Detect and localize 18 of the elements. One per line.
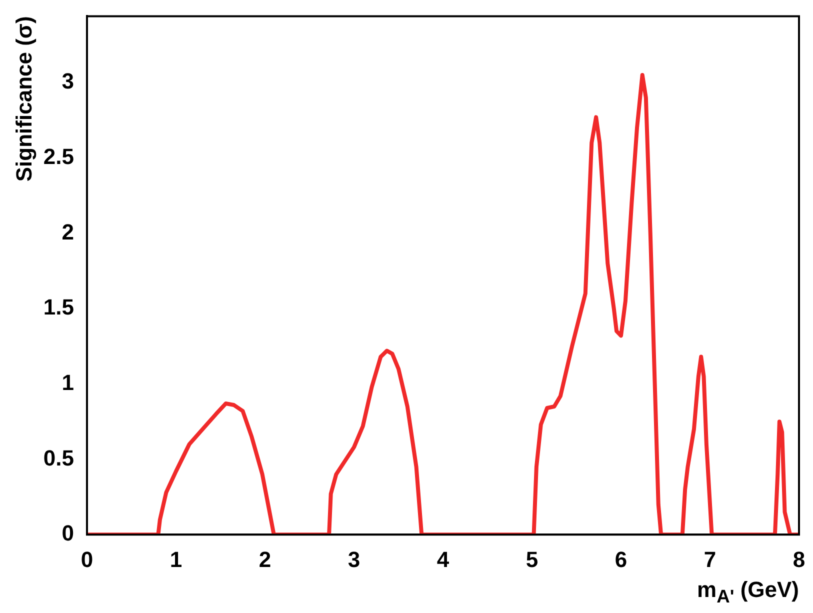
x-tick-label: 1 <box>170 546 182 572</box>
x-tick-label: 0 <box>80 546 94 572</box>
y-tick-label: 0 <box>62 520 74 546</box>
x-tick-label: 8 <box>792 546 806 572</box>
x-tick-label: 6 <box>614 546 628 572</box>
y-tick-label: 1 <box>62 370 74 395</box>
y-tick-label: 2.5 <box>43 144 74 169</box>
x-tick-label: 5 <box>526 546 538 572</box>
y-tick-label: 0.5 <box>43 445 74 470</box>
x-tick-label: 2 <box>258 546 272 572</box>
y-tick-label: 1.5 <box>43 294 74 320</box>
y-tick-label: 3 <box>62 68 74 94</box>
y-tick-label: 2 <box>62 219 74 244</box>
y-axis-title: Significance (σ) <box>11 16 36 182</box>
x-tick-label: 4 <box>436 546 450 572</box>
x-tick-label: 7 <box>704 546 716 572</box>
x-axis-title: m$_{A'}$ (GeV) <box>697 576 799 607</box>
x-tick-label: 3 <box>348 546 360 572</box>
